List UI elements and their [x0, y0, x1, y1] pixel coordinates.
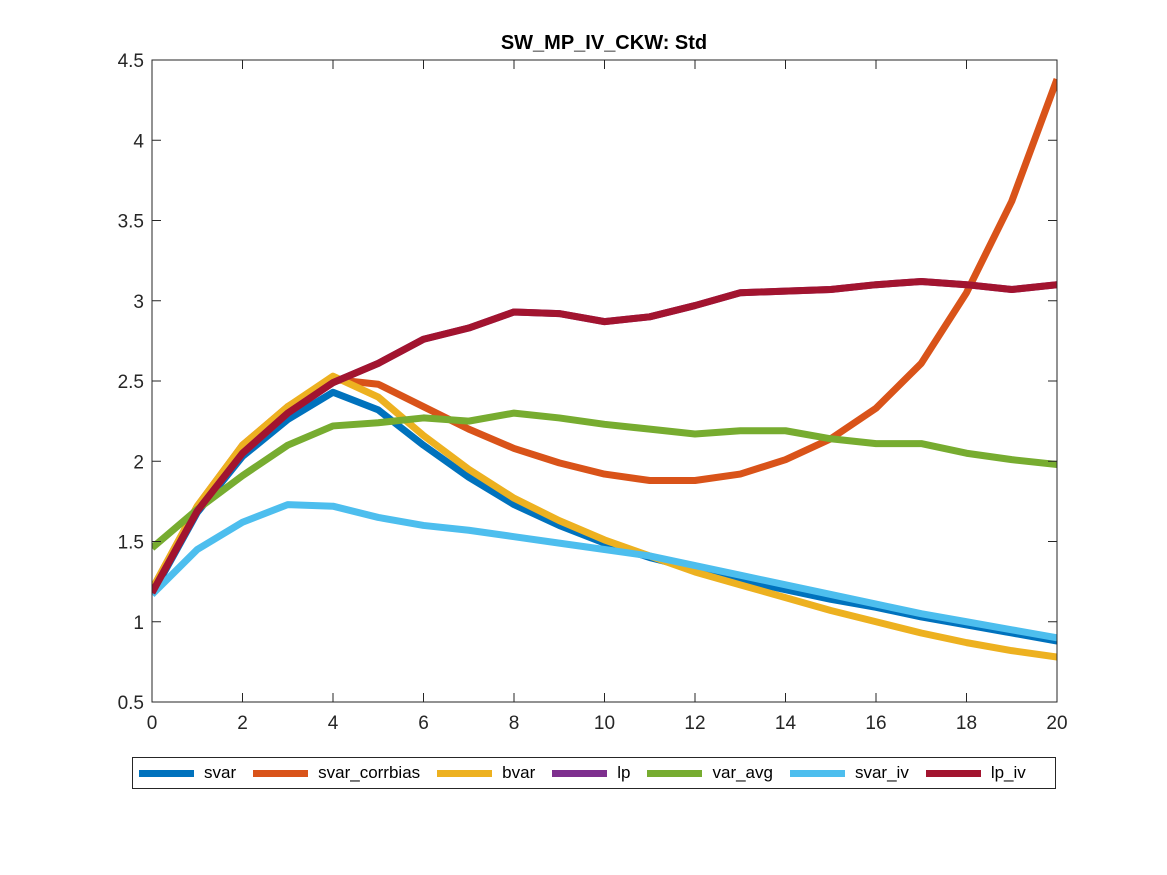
series-line-lp-iv	[152, 277, 1057, 595]
legend-item-svar: svar	[139, 763, 236, 783]
x-tick-label: 18	[956, 713, 977, 734]
legend-swatch	[789, 769, 845, 777]
legend-label: var_avg	[712, 763, 773, 782]
series-line-svar-iv	[152, 501, 1057, 642]
legend-item-lp-iv: lp_iv	[925, 763, 1026, 783]
x-tick-label: 6	[418, 713, 429, 734]
legend-label: bvar	[502, 763, 536, 782]
axes-layer: 0 2 4 6 8 10 12 14 16 18 20 0.5 1 1.5 2 2.5 3 3.5 4 4.5	[118, 51, 1068, 734]
legend-label: svar_corrbias	[318, 763, 421, 782]
legend-label: lp_iv	[990, 763, 1026, 782]
series-layer	[152, 78, 1057, 661]
legend-swatch	[647, 769, 703, 777]
y-tick-label: 3.5	[118, 212, 144, 233]
legend-swatch	[925, 769, 981, 777]
y-tick-label: 4	[133, 131, 144, 152]
legend-swatch	[139, 769, 194, 777]
legend: svar svar_corrbias bvar lp var_avg svar_iv lp_…	[132, 757, 1056, 789]
x-tick-label: 0	[147, 713, 158, 734]
y-tick-label: 1.5	[118, 533, 144, 554]
series-line-var-avg	[152, 409, 1057, 551]
legend-item-svar-corrbias: svar_corrbias	[253, 763, 420, 783]
legend-swatch	[552, 769, 608, 777]
y-tick-label: 3	[133, 292, 144, 313]
series-line-svar	[152, 388, 1057, 645]
legend-item-var-avg: var_avg	[647, 763, 773, 783]
x-tick-label: 16	[865, 713, 886, 734]
y-tick-label: 0.5	[118, 693, 144, 714]
y-tick-label: 2	[133, 452, 144, 473]
legend-label: svar	[204, 763, 237, 782]
x-tick-label: 4	[328, 713, 339, 734]
plot-box	[151, 59, 1058, 703]
x-tick-label: 8	[509, 713, 520, 734]
legend-label: svar_iv	[854, 763, 909, 782]
x-tick-label: 2	[237, 713, 248, 734]
y-tick-label: 4.5	[118, 51, 144, 72]
series-line-svar-corrbias	[152, 78, 1057, 592]
x-tick-label: 14	[775, 713, 797, 734]
legend-item-lp: lp	[552, 763, 630, 783]
x-tick-label: 10	[594, 713, 615, 734]
legend-swatch	[437, 769, 493, 777]
legend-label: lp	[617, 763, 631, 782]
x-tick-label: 12	[684, 713, 705, 734]
series-line-bvar	[152, 372, 1057, 661]
chart-title: SW_MP_IV_CKW: Std	[501, 32, 707, 54]
y-tick-label: 1	[133, 613, 144, 634]
x-tick-label: 20	[1046, 713, 1067, 734]
y-tick-label: 2.5	[118, 372, 144, 393]
legend-swatch	[253, 769, 309, 777]
legend-item-bvar: bvar	[437, 763, 535, 783]
legend-item-svar-iv: svar_iv	[789, 763, 909, 783]
